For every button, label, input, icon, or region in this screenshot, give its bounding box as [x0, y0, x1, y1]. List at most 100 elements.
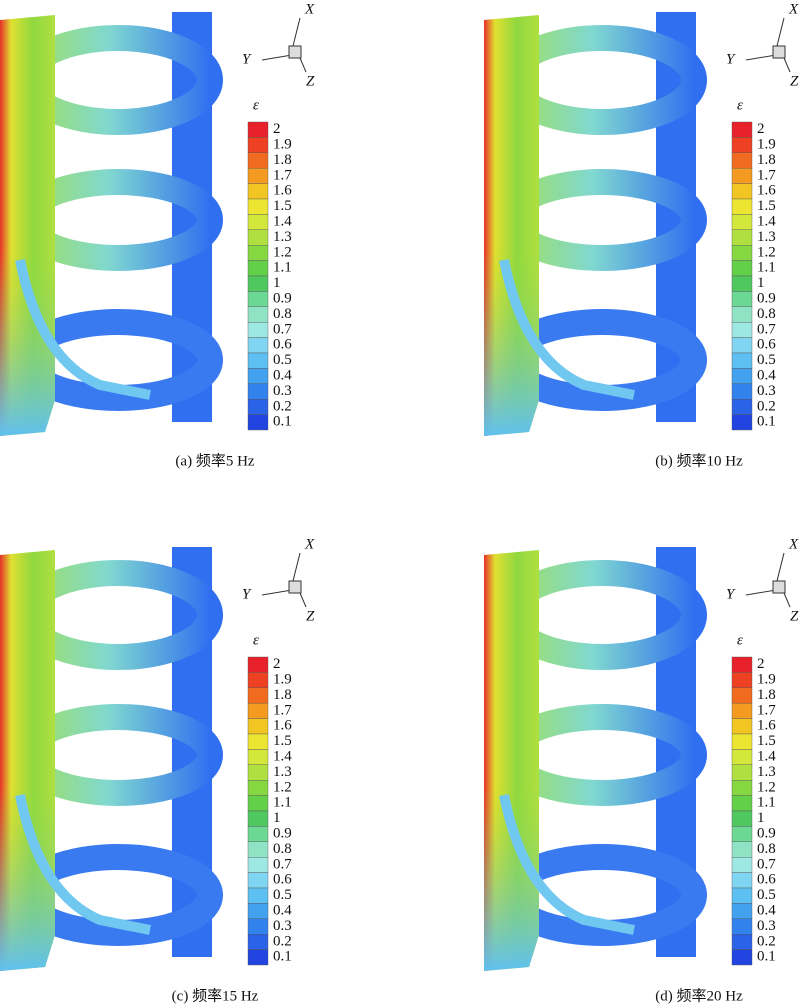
colorbar-cell — [247, 810, 269, 827]
colorbar-tick-label: 1.2 — [757, 779, 776, 795]
colorbar-cell — [247, 949, 269, 966]
axis-label: Y — [726, 586, 736, 602]
colorbar-cell — [247, 167, 269, 184]
colorbar-tick-label: 0.8 — [757, 841, 776, 857]
colorbar-cell — [247, 857, 269, 873]
colorbar-cell — [731, 749, 753, 765]
colorbar-cell — [247, 687, 269, 704]
colorbar-tick-label: 0.1 — [273, 414, 292, 430]
colorbar-tick-label: 0.3 — [757, 383, 776, 399]
axis-line — [261, 589, 293, 596]
colorbar-tick-label: 0.1 — [273, 949, 292, 965]
colorbar-cell — [731, 918, 753, 935]
colorbar-tick-label: 0.5 — [273, 887, 292, 903]
colorbar-tick-label: 0.4 — [273, 903, 292, 919]
colorbar-cell — [731, 826, 753, 842]
colorbar-tick-label: 0.7 — [757, 856, 776, 872]
colorbar-tick-label: 1.3 — [757, 229, 776, 245]
colorbar-cell — [247, 841, 269, 858]
colorbar-tick-label: 0.3 — [273, 383, 292, 399]
colorbar-tick-label: 1.6 — [757, 718, 776, 734]
colorbar-tick-label: 1.7 — [757, 702, 776, 718]
colorbar-tick-label: 1.9 — [273, 137, 292, 153]
colorbar-tick-label: 0.9 — [757, 291, 776, 307]
colorbar-cell — [731, 414, 753, 431]
colorbar-cell — [247, 779, 269, 796]
colorbar-cell — [731, 779, 753, 796]
colorbar-cell — [731, 810, 753, 827]
colorbar-tick-label: 0.1 — [757, 949, 776, 965]
colorbar-tick-label: 1 — [757, 810, 765, 826]
colorbar-tick-label: 1 — [757, 275, 765, 291]
colorbar-tick-label: 0.7 — [273, 856, 292, 872]
colorbar-tick-label: 1.6 — [757, 183, 776, 199]
axis-line — [291, 552, 301, 586]
colorbar-tick-label: 0.2 — [273, 398, 292, 414]
axis-label: Z — [790, 73, 799, 89]
colorbar-cell — [731, 229, 753, 246]
colorbar-cell — [731, 795, 753, 812]
colorbar-cell — [731, 656, 753, 673]
colorbar-cell — [731, 244, 753, 261]
colorbar-cell — [247, 414, 269, 431]
colorbar-cell — [247, 260, 269, 277]
axis-label: Z — [306, 608, 315, 624]
colorbar-cell — [247, 718, 269, 735]
colorbar-cell — [247, 903, 269, 919]
colorbar-cell — [731, 291, 753, 307]
axis-cube — [288, 45, 302, 59]
colorbar-tick-label: 1.7 — [273, 702, 292, 718]
colorbar-cell — [731, 949, 753, 966]
colorbar-cell — [731, 137, 753, 153]
colorbar-tick-label: 1.3 — [273, 229, 292, 245]
axis-cube — [772, 580, 786, 594]
colorbar-tick-label: 1.2 — [273, 244, 292, 260]
colorbar-tick-label: 1.8 — [757, 687, 776, 703]
colorbar-tick-label: 0.9 — [273, 291, 292, 307]
colorbar-tick-label: 1.1 — [757, 795, 776, 811]
colorbar-tick-label: 1.4 — [757, 214, 776, 230]
colorbar-tick-label: 0.8 — [273, 306, 292, 322]
colorbar-cell — [247, 322, 269, 338]
axis-label: X — [788, 1, 799, 17]
colorbar-tick-label: 0.9 — [273, 826, 292, 842]
colorbar-cell — [247, 306, 269, 323]
panel-caption: (d) 频率20 Hz — [655, 987, 743, 1004]
colorbar-cell — [731, 183, 753, 200]
axis-label: Z — [306, 73, 315, 89]
colorbar-tick-label: 2 — [757, 121, 765, 137]
colorbar-cell — [731, 306, 753, 323]
colorbar-tick-label: 0.5 — [757, 352, 776, 368]
colorbar-cell — [247, 918, 269, 935]
axis-line — [745, 54, 777, 61]
colorbar-tick-label: 0.3 — [273, 918, 292, 934]
colorbar-tick-label: 0.8 — [757, 306, 776, 322]
colorbar-tick-label: 2 — [757, 656, 765, 672]
colorbar-tick-label: 0.6 — [757, 337, 776, 353]
axis-line — [299, 592, 307, 608]
colorbar-tick-label: 0.5 — [757, 887, 776, 903]
colorbar-cell — [731, 857, 753, 873]
axis-label: Y — [242, 586, 252, 602]
axis-cube — [288, 580, 302, 594]
colorbar-tick-label: 1.9 — [757, 672, 776, 688]
colorbar-tick-label: 1.8 — [273, 687, 292, 703]
colorbar-tick-label: 1.1 — [273, 260, 292, 276]
axis-line — [783, 57, 791, 73]
colorbar-cell — [731, 275, 753, 292]
colorbar-cell — [247, 656, 269, 673]
panel: XYZε21.91.81.71.61.51.41.31.21.110.90.80… — [0, 536, 315, 1004]
axis-line — [261, 54, 293, 61]
colorbar-tick-label: 0.2 — [757, 398, 776, 414]
colorbar-tick-label: 1.5 — [757, 198, 776, 214]
colorbar-cell — [247, 399, 269, 415]
colorbar-cell — [731, 337, 753, 354]
colorbar-tick-label: 1 — [273, 810, 281, 826]
colorbar-cell — [731, 764, 753, 781]
axis-line — [775, 17, 785, 51]
colorbar-cell — [247, 152, 269, 169]
colorbar-cell — [247, 368, 269, 384]
colorbar-tick-label: 1.6 — [273, 183, 292, 199]
colorbar-tick-label: 0.2 — [273, 933, 292, 949]
